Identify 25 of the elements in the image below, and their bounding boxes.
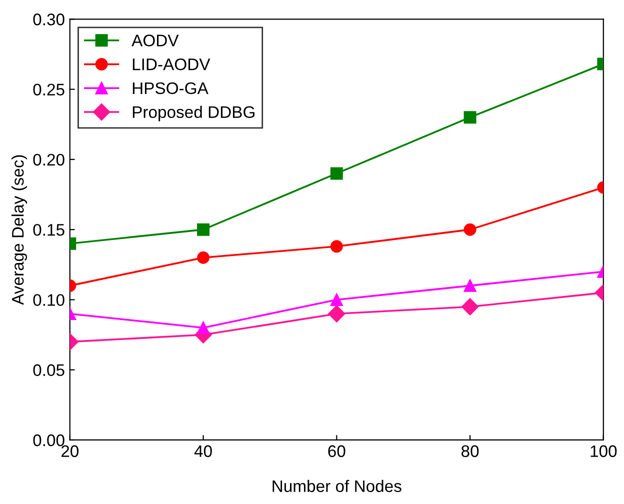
y-tick-label: 0.00 [33,434,64,446]
y-tick-label: 0.15 [33,224,64,236]
legend-label: HPSO-GA [132,82,208,94]
point [330,293,343,306]
y-tick-label: 0.10 [33,294,64,306]
point [197,251,210,264]
y-tick-label: 0.30 [33,14,64,26]
y-axis-title: Average Delay (sec) [12,155,28,305]
x-tick-label: 60 [328,445,346,458]
x-tick-label: 40 [194,445,212,458]
y-tick-label: 0.05 [33,364,64,376]
legend-label: AODV [132,34,179,46]
x-tick-label: 100 [590,445,617,458]
legend-label: Proposed DDBG [132,106,254,122]
point [197,322,210,334]
point [330,240,343,253]
point [197,223,210,236]
y-tick-label: 0.25 [33,84,64,96]
legend-label: LID-AODV [132,58,210,70]
point [330,167,343,180]
x-axis-title: Number of Nodes [272,480,402,492]
y-tick-label: 0.20 [33,154,64,166]
x-tick-label: 20 [61,445,79,458]
x-tick-label: 80 [461,445,479,458]
point [328,305,346,322]
